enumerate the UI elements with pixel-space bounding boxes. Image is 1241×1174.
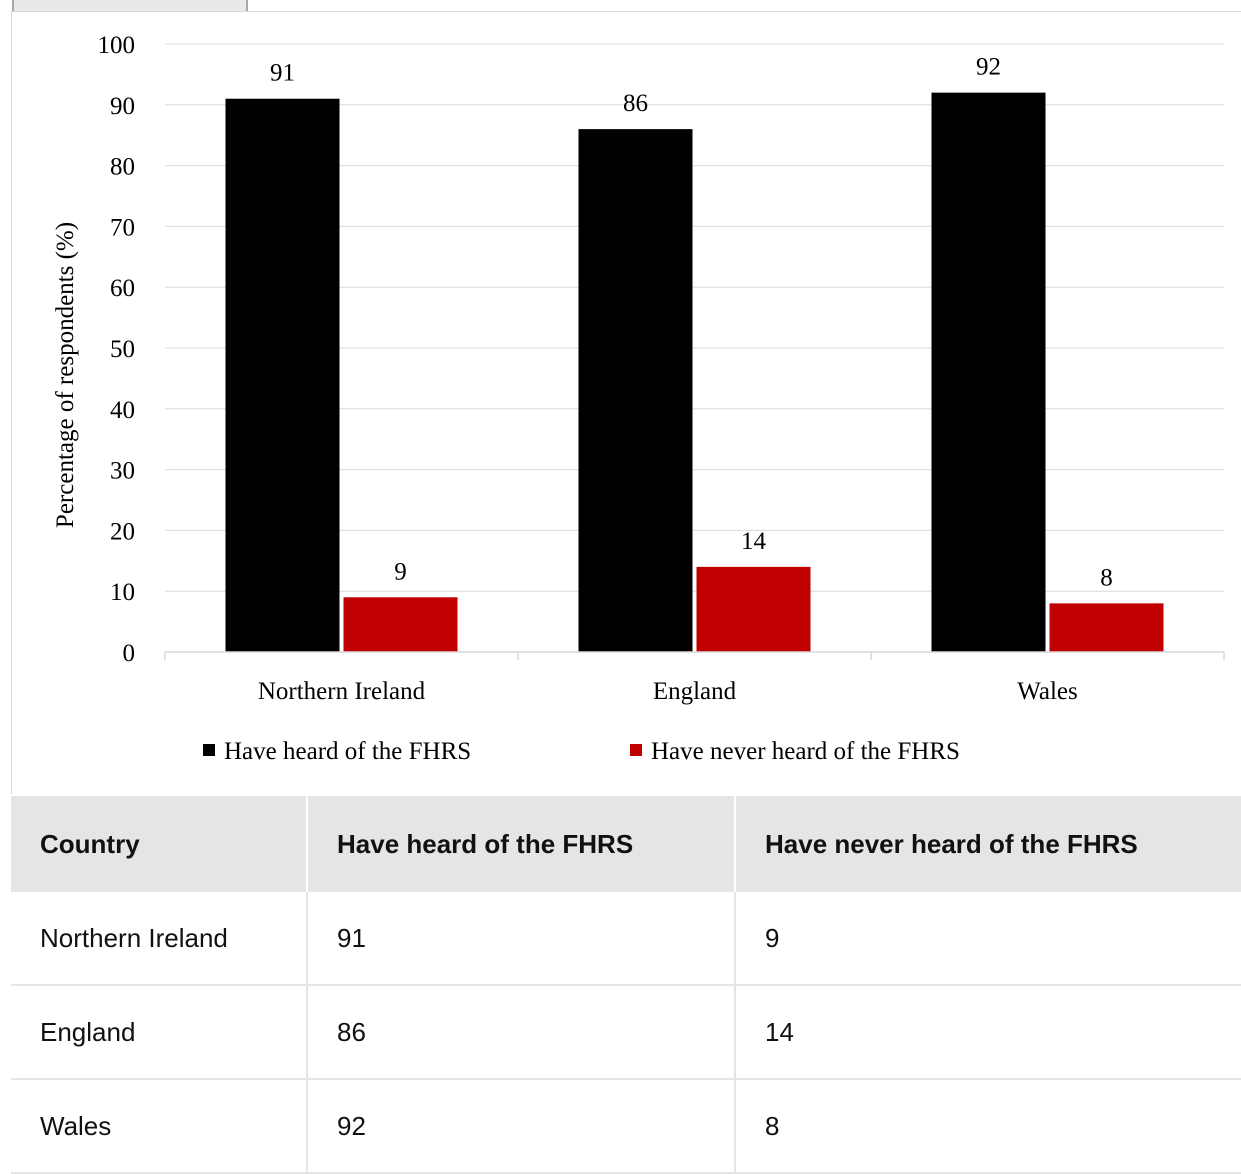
y-tick-label: 30 xyxy=(110,458,135,485)
table-cell: Wales xyxy=(11,1079,308,1174)
legend-swatch xyxy=(203,744,215,756)
table-cell: 92 xyxy=(307,1079,736,1174)
x-tick-label: Wales xyxy=(1017,678,1077,705)
data-label: 14 xyxy=(741,528,767,555)
y-tick-label: 70 xyxy=(110,214,135,241)
table-cell: 8 xyxy=(735,1079,1241,1174)
table-cell: 91 xyxy=(307,892,736,986)
y-tick-label: 0 xyxy=(123,640,136,667)
bars xyxy=(225,92,1164,653)
data-label: 91 xyxy=(270,60,295,87)
table-row: Wales 92 8 xyxy=(11,1079,1241,1174)
table-row: England 86 14 xyxy=(11,985,1241,1080)
data-label: 9 xyxy=(394,558,407,585)
data-label: 86 xyxy=(623,90,648,117)
y-tick-label: 100 xyxy=(98,32,136,59)
x-tick-label: Northern Ireland xyxy=(258,678,426,705)
data-label: 8 xyxy=(1100,564,1113,591)
bar xyxy=(696,566,811,652)
y-tick-label: 10 xyxy=(110,579,135,606)
bar xyxy=(225,98,340,653)
axes: 0 10 20 30 40 50 60 70 80 90 100 Northern Ireland En… xyxy=(98,32,1225,705)
table-row: Northern Ireland 91 9 xyxy=(11,892,1241,986)
data-labels: 91 9 86 14 92 8 xyxy=(270,54,1113,592)
y-tick-label: 40 xyxy=(110,397,135,424)
bar xyxy=(578,129,693,652)
legend-swatch xyxy=(630,744,642,756)
bar xyxy=(343,597,458,652)
y-axis-label: Percentage of respondents (%) xyxy=(52,222,79,528)
table-cell: 9 xyxy=(735,892,1241,986)
table-cell: England xyxy=(11,985,308,1080)
table-cell: Northern Ireland xyxy=(11,892,308,986)
table-header-row: Country Have heard of the FHRS Have neve… xyxy=(11,796,1241,892)
y-tick-label: 60 xyxy=(110,275,135,302)
gridlines xyxy=(165,43,1224,592)
y-tick-label: 50 xyxy=(110,336,135,363)
table-header-heard: Have heard of the FHRS xyxy=(307,796,736,892)
y-tick-label: 20 xyxy=(110,518,135,545)
table-cell: 86 xyxy=(307,985,736,1080)
bar-chart: 91 9 86 14 92 8 0 10 20 30 40 50 60 70 80 90 100 Norther… xyxy=(52,32,1225,765)
table-header-never-heard: Have never heard of the FHRS xyxy=(735,796,1241,892)
x-tick-label: England xyxy=(653,678,737,705)
data-label: 92 xyxy=(976,54,1001,81)
bar xyxy=(931,92,1046,652)
bar xyxy=(1049,603,1164,652)
legend-label: Have heard of the FHRS xyxy=(224,738,471,765)
y-tick-label: 90 xyxy=(110,93,135,120)
y-tick-label: 80 xyxy=(110,154,135,181)
legend: Have heard of the FHRS Have never heard o… xyxy=(203,738,960,765)
legend-label: Have never heard of the FHRS xyxy=(651,738,960,765)
table-cell: 14 xyxy=(735,985,1241,1080)
data-table: Country Have heard of the FHRS Have neve… xyxy=(11,796,1241,1174)
table-header-country: Country xyxy=(11,796,308,892)
